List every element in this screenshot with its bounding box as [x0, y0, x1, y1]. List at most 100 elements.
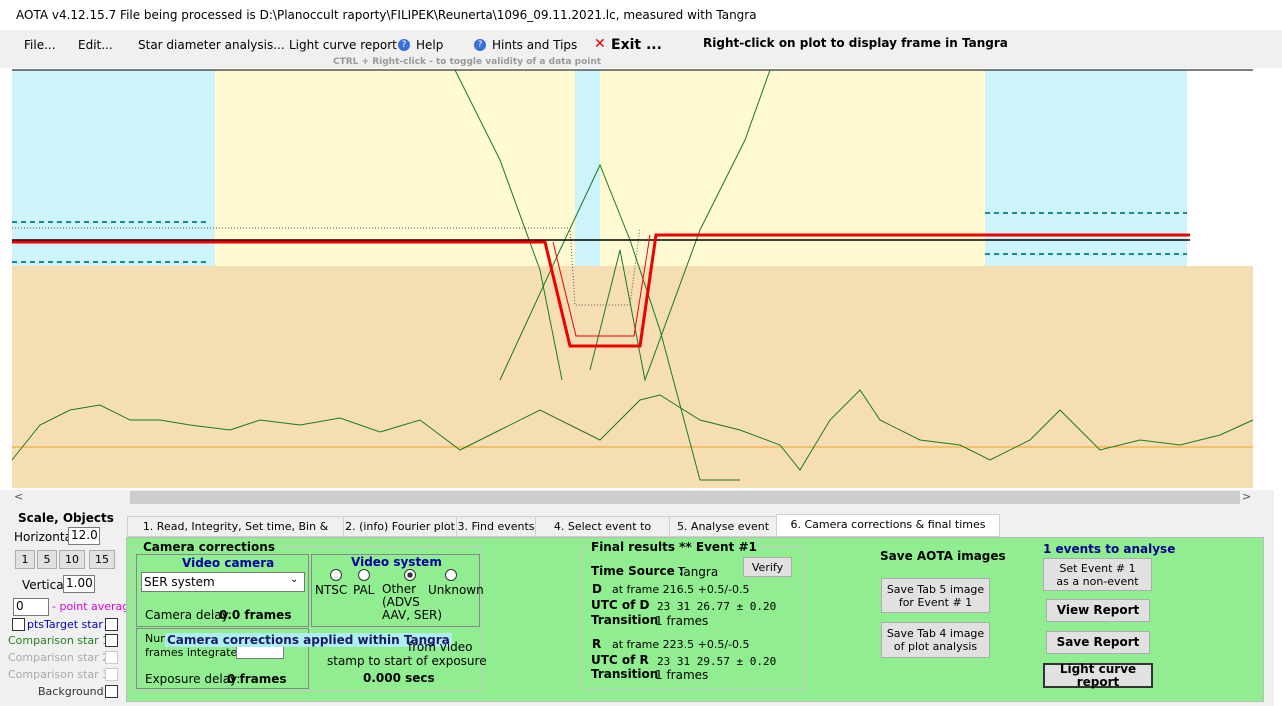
menu-star[interactable]: Star diameter analysis... [138, 38, 285, 52]
horizontal-input[interactable]: 12.0 [68, 527, 100, 545]
pal: PAL [353, 583, 375, 597]
video-system-box [311, 554, 480, 627]
r-transition: 1 frames [655, 668, 709, 682]
hints-icon: ? [474, 39, 486, 51]
stamp: stamp to start of exposure [327, 654, 487, 668]
tab[interactable]: 5. Analyse event #1 [669, 516, 777, 552]
save-tab4-button[interactable]: Save Tab 4 image of plot analysis [881, 622, 990, 658]
right-click-hint: Right-click on plot to display frame in … [703, 36, 1008, 50]
target-label: Target star [44, 618, 103, 631]
region [575, 70, 600, 266]
camera-delay-label: Camera delay: [145, 608, 232, 622]
model-bound [552, 234, 651, 337]
tab[interactable]: 2. (info) Fourier plot [343, 516, 457, 537]
checkbox[interactable] [105, 668, 118, 681]
radio-selected[interactable] [404, 569, 416, 581]
tooltip: Camera corrections applied within Tangra [165, 633, 452, 647]
green-curve [589, 69, 771, 382]
comp2-label: Comparison star 2 [8, 651, 110, 664]
exit-icon: ✕ [594, 36, 606, 52]
num-input[interactable] [236, 645, 284, 659]
save-tab5-button[interactable]: Save Tab 5 image for Event # 1 [881, 578, 990, 613]
d-transition-label: Transition [591, 613, 659, 627]
ntsc: NTSC [315, 583, 348, 597]
save-title: Save AOTA images [880, 549, 1006, 563]
unknown: Unknown [428, 583, 484, 597]
from-video: from video [408, 640, 473, 654]
region [12, 266, 1253, 488]
r-transition-label: Transition [591, 667, 659, 681]
r-label: R [592, 637, 602, 651]
select-arrow: ⌄ [290, 574, 299, 585]
verify-button[interactable]: Verify [743, 557, 792, 577]
scale-button[interactable]: 10 [59, 550, 85, 569]
tab-active[interactable]: 6. Camera corrections & final times Even… [776, 514, 1000, 550]
non-event-button[interactable]: Set Event # 1 as a non-event [1043, 558, 1152, 591]
menu-hints[interactable]: Hints and Tips [492, 38, 578, 52]
menu-help[interactable]: Help [416, 38, 444, 52]
average-label: - point average [52, 600, 137, 613]
title-text: AOTA v4.12.15.7 File being processed is … [16, 8, 757, 22]
checkbox[interactable] [105, 618, 118, 631]
r-frame: at frame 223.5 +0.5/-0.5 [612, 638, 750, 651]
checkbox[interactable] [105, 651, 118, 664]
checkbox[interactable] [105, 634, 118, 647]
video-camera-box [136, 554, 309, 627]
lcr-button[interactable]: Light curve report [1043, 662, 1153, 688]
camera-delay-value: 0.0 frames [219, 608, 292, 622]
scale-button[interactable]: 15 [89, 550, 115, 569]
menu-exit[interactable]: Exit ... [611, 37, 662, 53]
checkbox[interactable] [105, 685, 118, 698]
scroll-thumb[interactable] [130, 491, 1240, 504]
menu-file[interactable]: File... [24, 38, 56, 52]
camera-group [133, 546, 482, 691]
region [600, 70, 985, 266]
scale-label: Scale, Objects [18, 511, 114, 525]
d-frame: at frame 216.5 +0.5/-0.5 [612, 583, 750, 596]
green-curve [454, 69, 563, 381]
d-time: 23 31 26.77 ± 0.20 [657, 600, 777, 613]
vertical-input[interactable]: 1.00 [63, 575, 95, 593]
time-source: Tangra [678, 565, 719, 579]
average-select[interactable]: 0 [13, 598, 49, 616]
tab[interactable]: 3. Find events [456, 516, 536, 537]
bg-curve [11, 389, 1254, 471]
video-camera-title: Video camera [182, 556, 275, 570]
scale-button[interactable]: 1 [15, 550, 35, 569]
tab[interactable]: 4. Select event to analyse [535, 516, 670, 552]
time-source-label: Time Source : [591, 564, 684, 578]
tab[interactable]: 1. Read, Integrity, Set time, Bin & norm… [127, 516, 344, 552]
vertical-label: Vertical [22, 578, 67, 592]
results-title: Final results ** Event #1 [589, 540, 759, 554]
exposure-label: Exposure delay: [145, 672, 241, 686]
secs: 0.000 secs [363, 671, 435, 685]
background-label: Background [38, 685, 104, 698]
events-label: 1 events to analyse [1043, 542, 1176, 556]
scroll-left[interactable]: < [14, 490, 24, 503]
title-bar [0, 0, 1282, 30]
camera-group-title: Camera corrections [141, 540, 277, 554]
comp1-label: Comparison star 1 [8, 634, 110, 647]
view-report-button[interactable]: View Report [1046, 599, 1150, 622]
checkbox[interactable] [12, 618, 25, 631]
scroll-right[interactable]: > [1242, 490, 1252, 503]
camera-select[interactable]: SER system [141, 572, 305, 592]
exposure-value: 0 frames [227, 672, 287, 686]
menu-lcr[interactable]: Light curve report [289, 38, 397, 52]
exposure-box [136, 628, 309, 689]
radio[interactable] [445, 569, 457, 581]
other: Other (ADVS AAV, SER) [382, 582, 443, 622]
scale-button[interactable]: 5 [37, 550, 57, 569]
menu-edit[interactable]: Edit... [78, 38, 113, 52]
horizontal-label: Horizontal [14, 530, 76, 544]
comp3-label: Comparison star 3 [8, 668, 110, 681]
radio[interactable] [330, 569, 342, 581]
region [12, 70, 215, 266]
save-report-button[interactable]: Save Report [1046, 631, 1150, 654]
num-label: Num frames integrated [145, 632, 245, 659]
utc-d-label: UTC of D [591, 598, 650, 612]
radio[interactable] [358, 569, 370, 581]
utc-r-label: UTC of R [591, 653, 649, 667]
